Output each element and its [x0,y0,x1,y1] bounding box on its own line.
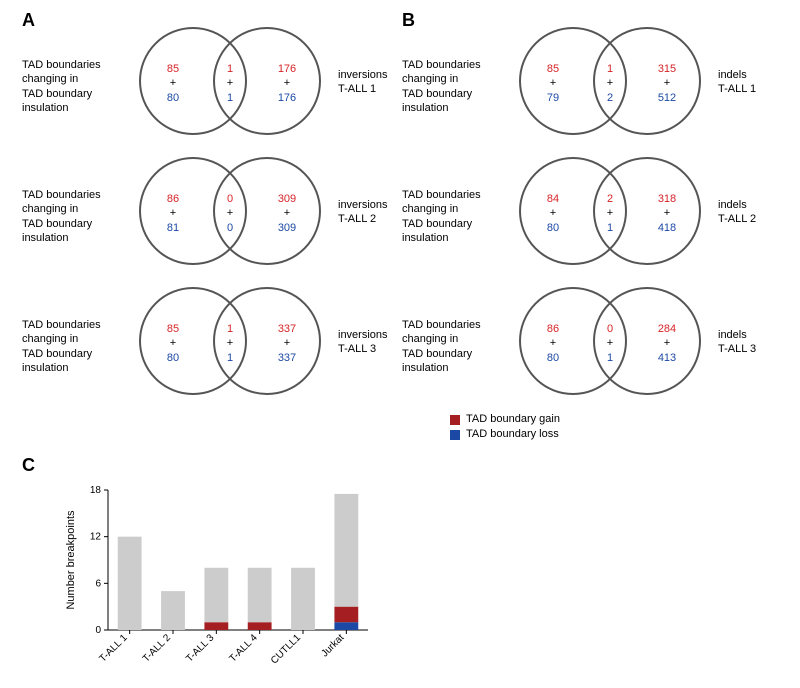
venn-values: 85+79 [533,62,573,105]
legend-row-loss: TAD boundary loss [450,427,560,442]
legend-row-gain: TAD boundary gain [450,412,560,427]
bar-segment [161,591,185,630]
venn-values: 1+1 [210,322,250,365]
venn-left-label: TAD boundarieschanging inTAD boundaryins… [402,318,512,375]
venn-diagram: TAD boundarieschanging inTAD boundaryins… [30,18,380,148]
bar-segment [248,568,272,622]
swatch-loss [450,430,460,440]
venn-right-label: indelsT-ALL 1 [718,68,798,97]
legend: TAD boundary gain TAD boundary loss [450,412,560,443]
venn-values: 176+176 [267,62,307,105]
venn-values: 2+1 [590,192,630,235]
venn-right-label: indelsT-ALL 2 [718,198,798,227]
bar-segment [204,622,228,630]
panel-label-c: C [22,455,35,476]
svg-text:T-ALL 3: T-ALL 3 [184,632,217,665]
svg-text:0: 0 [95,625,101,636]
svg-text:Number breakpoints: Number breakpoints [65,510,77,610]
venn-values: 85+80 [153,62,193,105]
venn-values: 1+2 [590,62,630,105]
venn-diagram: TAD boundarieschanging inTAD boundaryins… [410,148,760,278]
venn-values: 315+512 [647,62,687,105]
venn-values: 309+309 [267,192,307,235]
swatch-gain [450,415,460,425]
svg-text:CUTLL1: CUTLL1 [269,632,303,666]
venn-right-label: indelsT-ALL 3 [718,328,798,357]
breakpoints-chart: 0 6 12 18 Number breakpoints T-ALL 1 T-ALL 2 T-… [60,480,410,670]
venn-values: 1+1 [210,62,250,105]
venn-left-label: TAD boundarieschanging inTAD boundaryins… [22,188,132,245]
bar-segment [334,607,358,623]
svg-text:T-ALL 2: T-ALL 2 [141,632,174,665]
venn-values: 284+413 [647,322,687,365]
venn-diagram: TAD boundarieschanging inTAD boundaryins… [30,148,380,278]
venn-left-label: TAD boundarieschanging inTAD boundaryins… [22,318,132,375]
svg-text:T-ALL 4: T-ALL 4 [228,632,261,665]
svg-text:6: 6 [95,578,101,589]
venn-values: 337+337 [267,322,307,365]
venn-values: 86+81 [153,192,193,235]
legend-loss-label: TAD boundary loss [466,427,559,442]
bar-segment [204,568,228,622]
venn-values: 86+80 [533,322,573,365]
svg-text:12: 12 [90,532,102,543]
bar-segment [291,568,315,630]
svg-text:18: 18 [90,485,102,496]
venn-diagram: TAD boundarieschanging inTAD boundaryins… [410,278,760,408]
venn-values: 0+0 [210,192,250,235]
venn-values: 318+418 [647,192,687,235]
bar-segment [248,622,272,630]
legend-gain-label: TAD boundary gain [466,412,560,427]
venn-left-label: TAD boundarieschanging inTAD boundaryins… [402,188,512,245]
venn-diagram: TAD boundarieschanging inTAD boundaryins… [410,18,760,148]
bar-segment [334,622,358,630]
venn-values: 84+80 [533,192,573,235]
svg-text:Jurkat: Jurkat [319,632,346,659]
venn-values: 0+1 [590,322,630,365]
venn-left-label: TAD boundarieschanging inTAD boundaryins… [22,58,132,115]
venn-diagram: TAD boundarieschanging inTAD boundaryins… [30,278,380,408]
bar-segment [118,537,142,630]
bar-segment [334,494,358,607]
venn-values: 85+80 [153,322,193,365]
venn-left-label: TAD boundarieschanging inTAD boundaryins… [402,58,512,115]
svg-text:T-ALL 1: T-ALL 1 [98,632,131,665]
